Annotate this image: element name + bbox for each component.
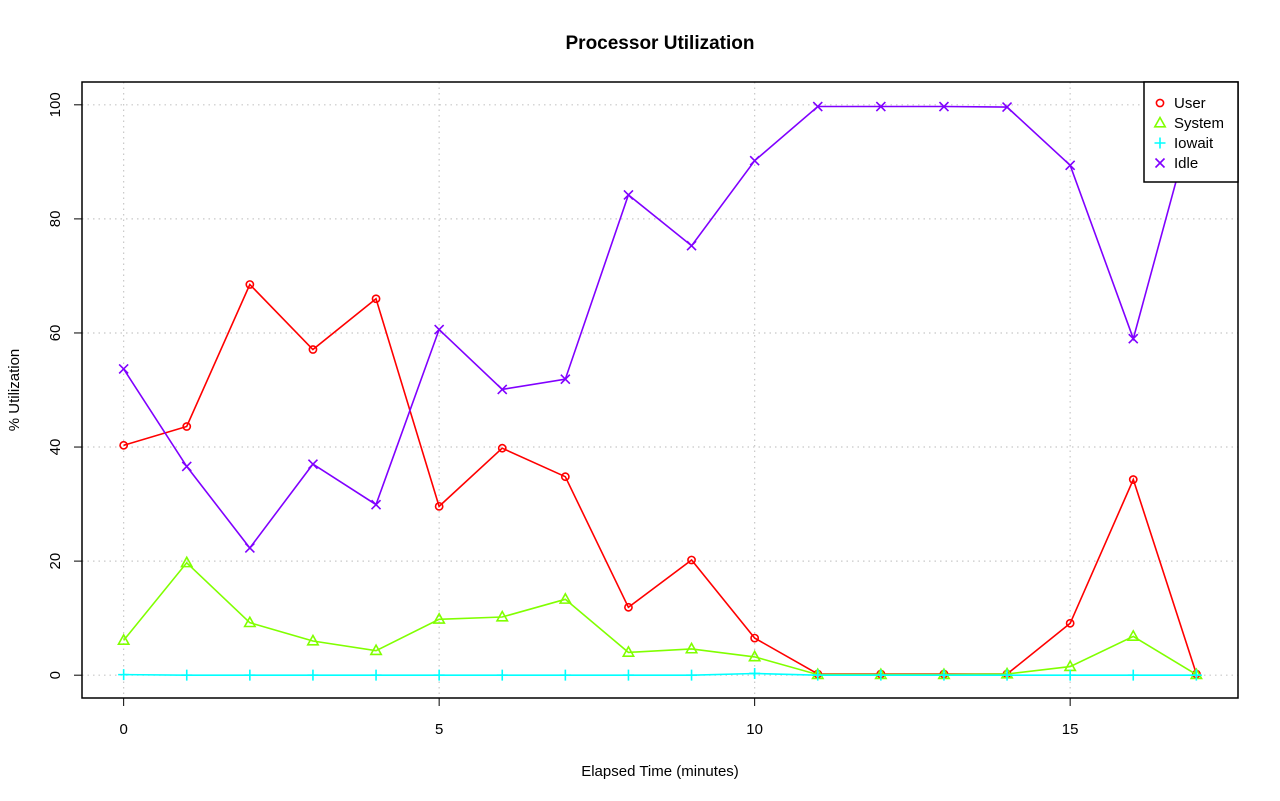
data-point-idle	[1001, 102, 1013, 113]
legend-label-iowait: Iowait	[1174, 135, 1214, 152]
data-point-system	[1126, 629, 1140, 642]
data-point-iowait	[938, 669, 950, 681]
y-tick-label: 60	[47, 325, 64, 342]
x-tick-label: 5	[435, 721, 443, 738]
data-point-idle	[181, 461, 192, 472]
data-point-user	[497, 443, 507, 453]
y-tick-label: 20	[47, 553, 64, 570]
data-point-idle	[1065, 160, 1076, 171]
data-point-idle	[812, 101, 823, 112]
legend-label-user: User	[1174, 95, 1206, 112]
data-point-iowait	[370, 669, 382, 681]
plot-frame	[81, 81, 1239, 699]
data-point-user	[1065, 618, 1075, 628]
data-point-idle	[434, 324, 445, 335]
legend-label-system: System	[1174, 115, 1224, 132]
y-tick-label: 40	[47, 439, 64, 456]
data-point-iowait	[244, 669, 256, 681]
data-point-user	[687, 555, 696, 565]
data-point-iowait	[749, 667, 761, 679]
series-line-user	[123, 283, 1198, 675]
data-point-iowait	[812, 669, 824, 681]
series-layer	[117, 101, 1203, 681]
data-point-iowait	[1127, 669, 1139, 681]
legend-marker-idle	[1154, 157, 1166, 169]
data-point-user	[434, 501, 444, 511]
data-point-user	[119, 440, 129, 450]
legend-marker-iowait	[1154, 137, 1166, 149]
data-point-system	[180, 555, 194, 568]
y-tick-label: 0	[47, 671, 64, 679]
series-line-iowait	[123, 672, 1197, 677]
data-point-iowait	[118, 669, 130, 681]
data-point-idle	[623, 189, 634, 200]
data-point-idle	[307, 459, 319, 470]
data-point-idle	[560, 374, 571, 385]
data-point-user	[182, 422, 192, 431]
data-point-iowait	[181, 669, 193, 681]
legend-marker-system	[1153, 115, 1167, 128]
data-point-idle	[244, 542, 255, 554]
legend-marker-user	[1155, 98, 1165, 108]
data-point-idle	[875, 101, 886, 112]
x-tick-label: 0	[119, 721, 127, 738]
data-point-idle	[938, 101, 950, 112]
data-point-user	[371, 294, 381, 304]
x-tick-label: 15	[1062, 721, 1079, 738]
data-point-system	[117, 633, 131, 645]
data-point-user	[1128, 475, 1138, 484]
data-point-iowait	[1001, 669, 1013, 681]
data-point-system	[432, 612, 446, 624]
data-point-iowait	[433, 669, 445, 681]
data-point-system	[558, 592, 572, 604]
data-point-iowait	[1190, 669, 1202, 681]
y-tick-label: 100	[47, 92, 64, 117]
x-axis-label: Elapsed Time (minutes)	[581, 763, 739, 780]
series-iowait	[118, 667, 1202, 681]
data-point-iowait	[686, 669, 698, 681]
series-line-idle	[122, 105, 1198, 550]
data-point-user	[245, 280, 255, 289]
data-point-system	[243, 615, 257, 628]
y-axis-label: % Utilization	[6, 349, 23, 432]
data-point-system	[621, 645, 636, 657]
data-point-system	[684, 641, 699, 654]
data-point-iowait	[1064, 669, 1076, 681]
axis-layer: 0 5 10 15 0 20 40 60 80 100	[47, 92, 1078, 738]
data-point-iowait	[622, 669, 634, 681]
data-point-system	[306, 633, 320, 646]
data-point-idle	[497, 384, 508, 395]
legend-label-idle: Idle	[1174, 155, 1198, 172]
data-point-user	[560, 472, 570, 482]
data-point-iowait	[307, 669, 319, 681]
chart-title: Processor Utilization	[566, 33, 755, 54]
data-point-idle	[370, 499, 382, 510]
data-point-user	[624, 602, 633, 612]
data-point-user	[308, 345, 318, 354]
legend: User System Iowait Idle	[1143, 81, 1239, 183]
data-point-user	[750, 633, 760, 643]
y-tick-label: 80	[47, 211, 64, 228]
x-tick-label: 10	[746, 721, 763, 738]
data-point-idle	[1128, 333, 1139, 344]
data-point-iowait	[496, 669, 508, 681]
data-point-idle	[118, 363, 129, 374]
data-point-iowait	[875, 669, 887, 681]
series-line-system	[122, 561, 1197, 676]
data-point-idle	[749, 155, 760, 166]
data-point-system	[369, 643, 383, 656]
data-point-idle	[686, 240, 697, 251]
data-point-system	[748, 649, 762, 662]
data-point-system	[495, 609, 509, 622]
data-point-iowait	[559, 669, 571, 681]
